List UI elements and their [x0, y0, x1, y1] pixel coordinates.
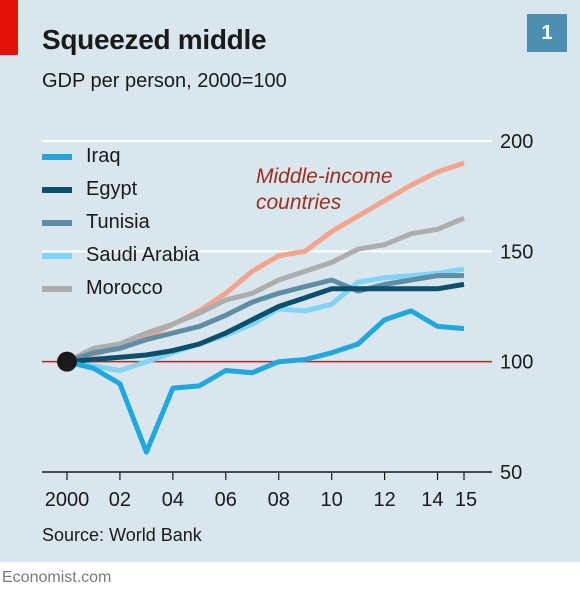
series-line-morocco [65, 215, 465, 364]
legend-swatch [42, 186, 72, 193]
legend-item: Morocco [42, 277, 163, 300]
x-tick-label: 15 [455, 489, 477, 511]
x-tick-label: 04 [162, 489, 184, 511]
source-note: Source: World Bank [42, 525, 202, 545]
y-tick-label: 100 [500, 352, 533, 374]
start-point-marker [57, 351, 77, 372]
x-tick-label: 14 [421, 489, 443, 511]
legend-item: Tunisia [42, 211, 150, 234]
series-line-tunisia [66, 273, 464, 365]
series-annotation-middle-income: Middle-income countries [256, 165, 393, 214]
legend-swatch [42, 153, 72, 160]
series-line-iraq [66, 308, 465, 455]
legend-label: Egypt [86, 178, 138, 200]
x-tick-label: 2000 [45, 489, 90, 511]
x-tick-label: 02 [109, 489, 131, 511]
x-tick-label: 10 [321, 489, 343, 511]
y-tick-label: 150 [500, 241, 533, 263]
grid-layer [42, 140, 492, 473]
line-chart: 50 100 150 200 2000 02 04 06 08 10 12 14 15 Middle-i… [42, 131, 534, 511]
x-tick-label: 06 [215, 489, 237, 511]
chart-subtitle: GDP per person, 2000=100 [42, 70, 287, 92]
annotation-line: countries [256, 191, 342, 214]
chart-panel [0, 0, 580, 562]
legend-item: Egypt [42, 178, 137, 201]
legend-swatch [42, 219, 72, 226]
x-tick-label: 08 [268, 489, 290, 511]
legend-label: Saudi Arabia [86, 244, 200, 266]
chart-number-badge: 1 [527, 14, 567, 52]
series-line-egypt [66, 281, 465, 365]
legend-label: Morocco [86, 277, 163, 299]
legend-item: Saudi Arabia [42, 244, 199, 267]
y-tick-label: 50 [500, 462, 522, 484]
series-layer [57, 160, 465, 455]
legend-item: Iraq [42, 145, 120, 168]
red-accent-tab [0, 0, 18, 55]
legend-swatch [42, 285, 72, 292]
axis-layer: 50 100 150 200 2000 02 04 06 08 10 12 14 15 [45, 131, 534, 511]
legend-swatch [42, 252, 72, 259]
y-tick-label: 200 [500, 131, 533, 153]
publisher-footer: Economist.com [2, 569, 112, 586]
x-tick-label: 12 [373, 489, 395, 511]
legend-label: Tunisia [86, 211, 150, 233]
series-line-saudi-arabia [66, 266, 465, 373]
legend-label: Iraq [86, 145, 121, 167]
annotation-line: Middle-income [256, 165, 393, 188]
chart-title: Squeezed middle [42, 24, 267, 55]
